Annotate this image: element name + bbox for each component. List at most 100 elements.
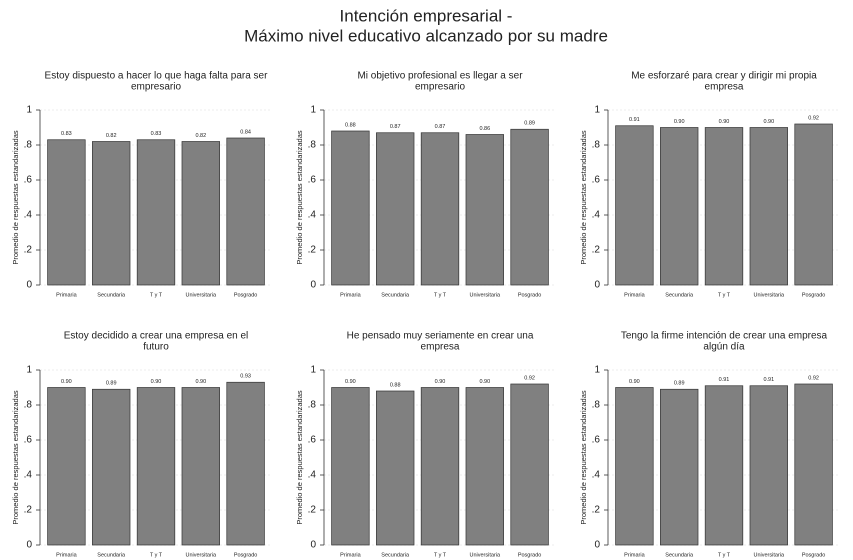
x-tick-label: T y T (718, 292, 731, 298)
y-tick-label: .8 (24, 140, 33, 151)
value-label: 0.91 (763, 377, 774, 383)
subplot-title: Estoy dispuesto a hacer lo que haga falt… (45, 71, 269, 82)
x-tick-label: Secundaria (381, 292, 410, 298)
y-tick-label: 0 (26, 540, 32, 551)
subplot-title: He pensado muy seriamente en crear una (347, 331, 534, 342)
bar (92, 388, 131, 546)
subplot-title: algún día (703, 342, 745, 353)
y-tick-label: .2 (308, 505, 317, 516)
y-tick-label: .6 (308, 435, 317, 446)
bar (136, 139, 176, 286)
y-tick-label: .4 (24, 470, 33, 481)
x-tick-label: Posgrado (518, 552, 542, 558)
bar (794, 383, 833, 546)
y-tick-label: 1 (594, 365, 600, 376)
subplot-title: Estoy decidido a crear una empresa en el (64, 331, 249, 342)
bar (420, 132, 460, 286)
value-label: 0.90 (195, 379, 206, 385)
value-label: 0.90 (61, 379, 72, 385)
bar (181, 141, 220, 286)
y-tick-label: 0 (26, 280, 32, 291)
y-tick-label: 1 (26, 365, 32, 376)
x-tick-label: Universitaria (470, 552, 502, 558)
x-tick-label: T y T (434, 292, 447, 298)
y-tick-label: .2 (24, 505, 33, 516)
value-label: 0.92 (808, 115, 819, 121)
value-label: 0.89 (524, 121, 535, 127)
value-label: 0.84 (240, 129, 251, 135)
x-tick-label: T y T (150, 552, 163, 558)
y-tick-label: .4 (308, 470, 317, 481)
x-tick-label: Primaria (624, 552, 645, 558)
bar (660, 127, 699, 286)
value-label: 0.90 (151, 379, 162, 385)
value-label: 0.89 (106, 381, 117, 387)
y-axis-label: Promedio de respuestas estandarizadas (295, 390, 304, 524)
x-tick-label: Posgrado (802, 552, 826, 558)
y-tick-label: .8 (24, 400, 33, 411)
bar (136, 387, 176, 546)
y-tick-label: .6 (24, 175, 33, 186)
y-tick-label: .4 (308, 210, 317, 221)
y-tick-label: .6 (24, 435, 33, 446)
x-tick-label: Universitaria (754, 552, 786, 558)
y-tick-label: .4 (592, 470, 601, 481)
y-tick-label: 1 (310, 365, 316, 376)
bar (376, 390, 415, 546)
value-label: 0.90 (629, 379, 640, 385)
y-tick-label: .6 (592, 175, 601, 186)
value-label: 0.83 (61, 131, 72, 137)
bar (181, 387, 220, 546)
y-tick-label: .4 (592, 210, 601, 221)
value-label: 0.89 (674, 381, 685, 387)
bar (615, 125, 654, 286)
value-label: 0.91 (719, 377, 730, 383)
subplot-title: empresario (131, 82, 181, 93)
bar (331, 130, 370, 286)
subplot-title: Mi objetivo profesional es llegar a ser (357, 71, 523, 82)
value-label: 0.87 (435, 124, 446, 130)
value-label: 0.91 (629, 117, 640, 123)
y-tick-label: 0 (310, 280, 316, 291)
y-tick-label: .6 (592, 435, 601, 446)
value-label: 0.83 (151, 131, 162, 137)
x-tick-label: Secundaria (381, 552, 410, 558)
x-tick-label: Universitaria (470, 292, 502, 298)
bar (704, 385, 744, 546)
x-tick-label: Primaria (56, 292, 77, 298)
figure-title: Máximo nivel educativo alcanzado por su … (244, 26, 608, 45)
bar (465, 134, 504, 286)
y-tick-label: .6 (308, 175, 317, 186)
y-tick-label: 0 (594, 540, 600, 551)
x-tick-label: T y T (434, 552, 447, 558)
bar (47, 139, 86, 286)
value-label: 0.92 (808, 375, 819, 381)
value-label: 0.90 (345, 379, 356, 385)
subplot-title: empresa (705, 82, 744, 93)
x-tick-label: Primaria (340, 552, 361, 558)
y-axis-label: Promedio de respuestas estandarizadas (11, 390, 20, 524)
value-label: 0.88 (390, 382, 401, 388)
x-tick-label: Secundaria (665, 552, 694, 558)
x-tick-label: Primaria (340, 292, 361, 298)
x-tick-label: Universitaria (186, 552, 218, 558)
figure-title: Intención empresarial - (340, 6, 513, 25)
y-tick-label: 0 (310, 540, 316, 551)
subplot-title: Tengo la firme intención de crear una em… (621, 331, 828, 342)
bar (226, 381, 265, 546)
y-axis-label: Promedio de respuestas estandarizadas (579, 390, 588, 524)
value-label: 0.90 (435, 379, 446, 385)
value-label: 0.90 (479, 379, 490, 385)
bar (331, 387, 370, 546)
x-tick-label: Posgrado (234, 292, 258, 298)
bar (92, 141, 131, 286)
value-label: 0.90 (719, 119, 730, 125)
bar (420, 387, 460, 546)
subplot-title: futuro (143, 342, 169, 353)
bar (510, 383, 549, 546)
value-label: 0.92 (524, 375, 535, 381)
x-tick-label: Secundaria (665, 292, 694, 298)
value-label: 0.90 (763, 119, 774, 125)
y-axis-label: Promedio de respuestas estandarizadas (295, 130, 304, 264)
value-label: 0.82 (195, 133, 206, 139)
